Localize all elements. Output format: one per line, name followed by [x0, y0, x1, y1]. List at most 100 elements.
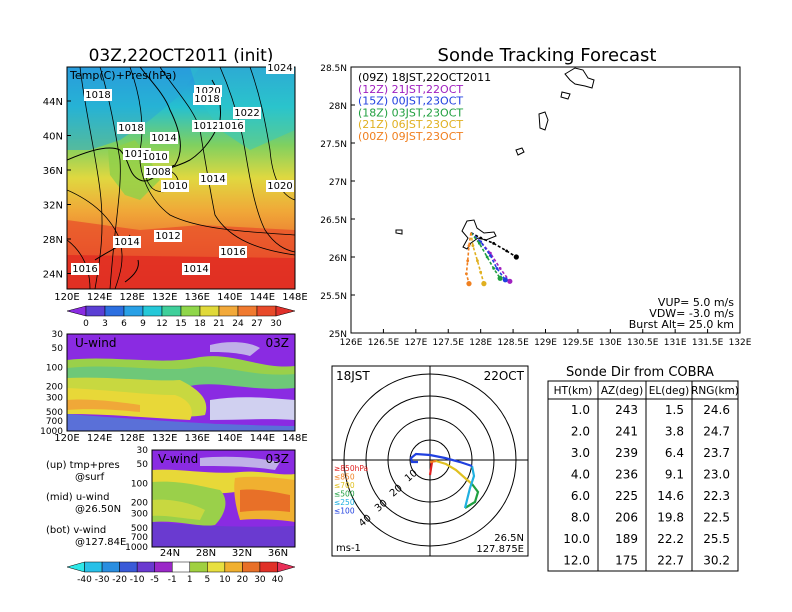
table-border: [547, 380, 739, 572]
table-cell: 6.0: [571, 489, 590, 503]
track-point: [513, 254, 519, 260]
pressure-tick-label: 200: [46, 382, 63, 392]
svg-text:(mid) u-wind: (mid) u-wind: [46, 492, 109, 503]
lon-tick-label: 144E: [250, 433, 275, 444]
isobar-label: 1022: [234, 108, 259, 119]
isobar-label-bg: [192, 120, 220, 132]
isobar-label: 1014: [183, 264, 208, 275]
colorbar-cell: [85, 305, 106, 317]
tracking-legend-item: (18Z) 03JST,23OCT: [358, 106, 463, 119]
pressure-tick-label: 30: [137, 446, 149, 456]
lat-ticks: 44N 40N 36N 32N 28N 24N: [43, 97, 71, 281]
colorbar-label: 10: [219, 575, 231, 585]
table-cell: 2.0: [571, 425, 590, 439]
colorbar-label: 12: [156, 319, 167, 329]
pressure-level-legend: ≥850hPa≤850≤700≤500≤250≤100: [334, 464, 368, 516]
table-cell: 10.0: [563, 532, 590, 546]
u-wind-panel: [67, 334, 295, 431]
hodograph: [409, 452, 480, 509]
lon-tick-label: 120E: [54, 433, 79, 444]
colorbar-label: 15: [175, 319, 186, 329]
isobar-label-bg: [219, 246, 247, 258]
u-wind-frame: [66, 333, 296, 432]
colorbar-cell: [277, 561, 296, 573]
table-cell: 225: [615, 489, 638, 503]
track-point: [502, 277, 508, 283]
lon-tick-label: 144E: [250, 292, 275, 303]
isobar-label-bg: [154, 230, 182, 242]
pressure-tick-label: 50: [137, 460, 149, 470]
tracking-lat-ticks: 28.5N 28N 27.5N 27N 26.5N 26N 25.5N 25N: [320, 64, 355, 340]
colorbar-cell: [119, 561, 138, 573]
lon-tick-label: 130.5E: [627, 338, 659, 348]
table-cell: 1.5: [665, 403, 684, 417]
track-point: [497, 275, 503, 281]
pressure-tick-label: 300: [131, 510, 148, 520]
colorbar-cell: [237, 305, 258, 317]
svg-text:(up) tmp+pres: (up) tmp+pres: [46, 460, 120, 471]
track-point: [479, 236, 483, 240]
colorbar-cell: [199, 305, 220, 317]
tracking-legend-item: (00Z) 09JST,23OCT: [358, 130, 463, 143]
track-point: [495, 267, 499, 270]
colorbar-label: -30: [95, 575, 110, 585]
isobar-label-bg: [71, 263, 99, 275]
lon-tick-label: 136E: [185, 433, 210, 444]
isobar-label-bg: [150, 132, 178, 144]
colorbar-cell: [123, 305, 144, 317]
track-point: [465, 272, 468, 276]
lat-tick-label: 24N: [160, 548, 180, 559]
isobar-label: 1012: [193, 121, 218, 132]
lon-tick-label: 148E: [282, 433, 307, 444]
lat-tick-label: 28N: [329, 102, 347, 112]
colorbar-cell: [189, 561, 208, 573]
colorbar-label: -40: [77, 575, 92, 585]
lat-tick-label: 40N: [43, 132, 63, 143]
colorbar-cell: [224, 561, 243, 573]
tracking-title: Sonde Tracking Forecast: [438, 45, 657, 66]
lat-tick-label: 25.5N: [320, 292, 347, 302]
table-cell: 8.0: [571, 511, 590, 525]
pressure-tick-label: 30: [52, 330, 64, 340]
v-wind-panel: [152, 450, 295, 547]
table-header-cell: EL(deg): [649, 385, 689, 397]
table-cell: 22.7: [657, 554, 684, 568]
isobar-label-bg: [182, 263, 210, 275]
pressure-tick-label: 200: [131, 498, 148, 508]
colorbar-cell: [136, 561, 155, 573]
tracking-lon-ticks: 126E 126.5E 127E 127.5E 128E 128.5E 129E 129.5E…: [340, 329, 752, 348]
colorbar-cell: [104, 305, 125, 317]
track-point: [488, 254, 492, 257]
table-cell: 25.5: [703, 532, 730, 546]
colorbar-cell: [259, 561, 278, 573]
pressure-tick-label: 700: [46, 417, 63, 427]
lat-tick-label: 25N: [329, 330, 347, 340]
lon-tick-label: 132E: [152, 433, 177, 444]
lon-tick-label: 126.5E: [368, 338, 400, 348]
temp-map-frame: [66, 66, 296, 290]
table-cell: 23.0: [703, 468, 730, 482]
lon-tick-label: 129.5E: [562, 338, 594, 348]
track-point: [466, 259, 470, 263]
legend-notes: (up) tmp+pres @surf (mid) u-wind @26.50N…: [46, 460, 126, 548]
table-cell: 23.7: [703, 446, 730, 460]
table-cell: 3.0: [571, 446, 590, 460]
pressure-tick-label: 300: [46, 394, 63, 404]
track-point: [505, 249, 508, 253]
lat-tick-label: 27N: [329, 178, 347, 188]
track-point: [467, 244, 471, 248]
table-header-cell: HT(km): [554, 385, 593, 397]
table-cell: 3.8: [665, 425, 684, 439]
v-wind-frame: [151, 449, 296, 548]
isobar-label-bg: [84, 89, 112, 101]
isobar-label: 1014: [200, 174, 225, 185]
pressure-tick-label: 100: [46, 363, 63, 373]
polar-lon: 127.875E: [476, 544, 524, 555]
track-point: [471, 244, 475, 248]
colorbar-label: -20: [112, 575, 127, 585]
colorbar-cell: [171, 561, 191, 573]
table-cell: 24.7: [703, 425, 730, 439]
colorbar-cell: [101, 561, 120, 573]
isobar-label: 1014: [151, 133, 176, 144]
